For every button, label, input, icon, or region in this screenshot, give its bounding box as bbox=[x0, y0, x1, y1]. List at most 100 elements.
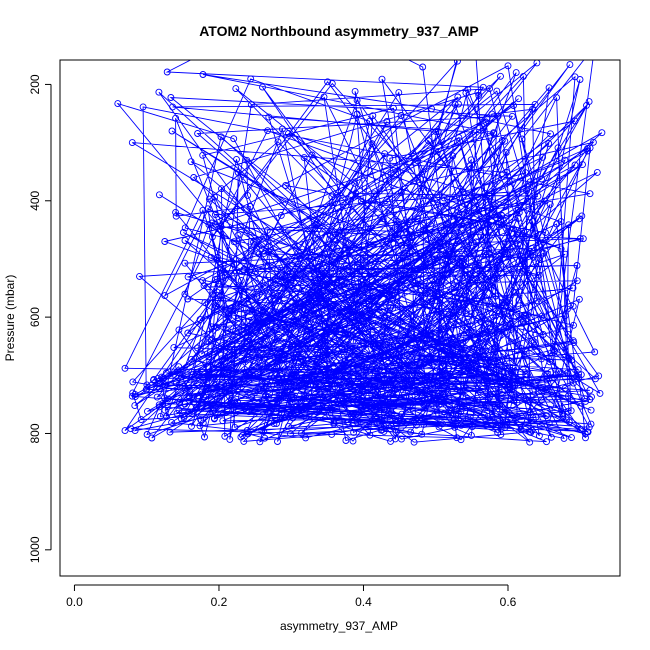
data-point bbox=[535, 271, 543, 279]
data-point bbox=[540, 249, 548, 257]
data-point bbox=[494, 112, 502, 120]
data-point bbox=[227, 400, 235, 408]
data-point bbox=[205, 338, 213, 346]
data-point bbox=[379, 215, 387, 223]
data-point bbox=[498, 211, 505, 219]
data-point bbox=[281, 377, 289, 385]
data-point bbox=[425, 137, 432, 145]
data-point bbox=[543, 376, 551, 384]
data-point bbox=[198, 350, 206, 358]
data-point bbox=[159, 400, 167, 408]
data-point bbox=[546, 200, 554, 208]
data-point bbox=[519, 267, 527, 275]
chart-title: ATOM2 Northbound asymmetry_937_AMP bbox=[199, 23, 479, 39]
data-point bbox=[571, 73, 579, 81]
data-point bbox=[143, 407, 151, 415]
data-point bbox=[161, 292, 169, 300]
data-point bbox=[357, 256, 365, 264]
data-point bbox=[357, 407, 365, 415]
data-point bbox=[561, 312, 569, 320]
data-point bbox=[355, 373, 362, 381]
data-point bbox=[554, 144, 562, 152]
data-point bbox=[273, 408, 281, 416]
data-point bbox=[351, 87, 359, 95]
data-point bbox=[387, 437, 395, 445]
data-point bbox=[457, 360, 465, 368]
x-tick-label: 0.2 bbox=[211, 595, 228, 609]
data-point bbox=[305, 286, 313, 294]
data-point bbox=[247, 101, 255, 109]
data-point bbox=[530, 342, 538, 350]
data-point bbox=[529, 218, 536, 225]
data-point bbox=[317, 265, 325, 273]
data-point bbox=[494, 429, 502, 437]
data-point bbox=[315, 407, 323, 415]
data-point bbox=[142, 386, 150, 394]
data-point bbox=[299, 402, 307, 410]
data-point bbox=[451, 100, 459, 108]
data-point bbox=[194, 130, 202, 137]
data-point bbox=[338, 278, 346, 286]
data-point bbox=[314, 292, 322, 300]
data-point bbox=[188, 422, 195, 430]
data-point bbox=[278, 391, 286, 399]
data-point bbox=[172, 208, 180, 216]
data-point bbox=[284, 130, 292, 137]
data-point bbox=[530, 338, 538, 346]
data-point bbox=[573, 262, 581, 269]
data-point bbox=[386, 154, 394, 162]
data-point bbox=[499, 413, 507, 421]
data-point bbox=[303, 374, 311, 382]
data-point bbox=[571, 117, 579, 125]
data-point bbox=[564, 392, 572, 400]
data-point bbox=[212, 275, 220, 283]
data-point bbox=[352, 189, 360, 197]
data-point bbox=[256, 386, 264, 394]
data-point bbox=[486, 416, 494, 424]
data-point bbox=[300, 391, 308, 399]
data-point bbox=[539, 330, 547, 338]
data-point bbox=[181, 400, 189, 408]
data-point bbox=[598, 129, 606, 137]
data-point bbox=[387, 170, 395, 178]
data-point bbox=[256, 354, 264, 362]
data-point bbox=[218, 355, 226, 363]
data-point bbox=[234, 231, 242, 239]
data-point bbox=[481, 371, 489, 379]
data-point bbox=[288, 403, 296, 411]
data-point bbox=[511, 382, 519, 390]
data-point bbox=[474, 221, 482, 229]
data-point bbox=[167, 94, 175, 101]
y-axis: 200 400 600 800 1000 bbox=[28, 74, 52, 563]
data-point bbox=[168, 418, 176, 426]
data-point bbox=[333, 398, 341, 405]
data-point bbox=[470, 345, 478, 353]
data-point bbox=[209, 291, 217, 298]
data-point bbox=[414, 157, 422, 165]
data-point bbox=[472, 238, 480, 246]
data-point bbox=[184, 295, 192, 303]
data-point bbox=[463, 248, 471, 255]
data-point bbox=[172, 212, 180, 220]
data-point bbox=[208, 233, 216, 241]
data-point bbox=[475, 262, 483, 270]
data-point bbox=[172, 379, 180, 387]
data-point bbox=[225, 309, 233, 317]
data-point bbox=[454, 93, 462, 101]
data-point bbox=[568, 356, 576, 364]
data-point bbox=[589, 138, 597, 146]
data-point bbox=[287, 430, 294, 438]
data-point bbox=[486, 324, 494, 332]
data-point bbox=[395, 89, 403, 97]
data-point bbox=[538, 312, 546, 320]
data-point bbox=[285, 377, 293, 385]
data-point bbox=[260, 233, 268, 241]
data-point bbox=[300, 154, 308, 162]
data-point bbox=[414, 280, 422, 288]
data-point bbox=[498, 368, 506, 376]
data-point bbox=[420, 226, 428, 234]
data-point bbox=[143, 385, 151, 393]
data-point bbox=[435, 401, 443, 409]
data-point bbox=[366, 117, 374, 125]
data-point bbox=[225, 379, 233, 387]
